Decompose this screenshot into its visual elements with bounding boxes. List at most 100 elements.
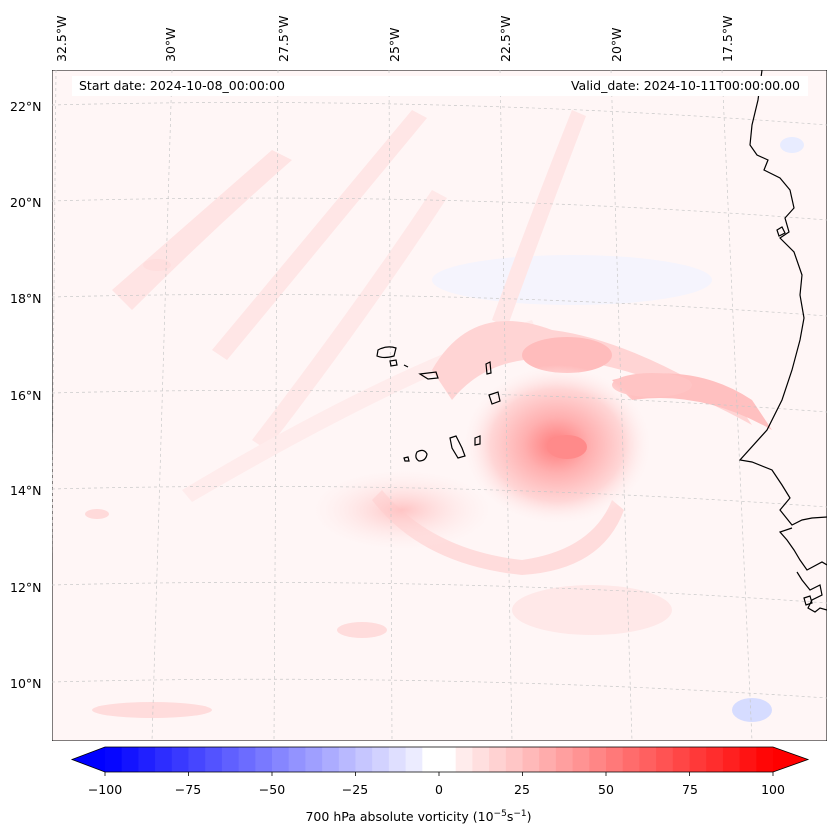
island-santa-luzia bbox=[403, 364, 409, 368]
colorbar-segment bbox=[689, 747, 707, 772]
parallel-gridline bbox=[52, 102, 827, 126]
colorbar-tick-0: 0 bbox=[435, 782, 443, 797]
meridian-gridline bbox=[388, 70, 393, 741]
colorbar-segment bbox=[388, 747, 407, 772]
colorbar-extend-max bbox=[773, 747, 808, 772]
lat-label-22n: 22°N bbox=[10, 99, 42, 114]
colorbar-segment bbox=[121, 747, 139, 772]
colorbar-segment bbox=[288, 747, 306, 772]
start-date-label: Start date: 2024-10-08_00:00:00 bbox=[79, 78, 285, 93]
parallel-gridline bbox=[52, 197, 827, 221]
island-santo-antao bbox=[376, 346, 397, 359]
lat-label-10n: 10°N bbox=[10, 676, 42, 691]
colorbar-segment bbox=[489, 747, 507, 772]
meridian-gridline bbox=[151, 70, 173, 741]
colorbar-segment bbox=[422, 747, 440, 772]
colorbar-segment bbox=[555, 747, 574, 772]
meridian-gridline bbox=[273, 70, 279, 741]
meridian-gridline bbox=[610, 70, 633, 741]
vorticity-patch bbox=[512, 585, 672, 635]
colorbar-segment bbox=[221, 747, 240, 772]
colorbar-tick-50: 50 bbox=[598, 782, 614, 797]
lat-label-14n: 14°N bbox=[10, 483, 42, 498]
vorticity-patch bbox=[143, 259, 171, 271]
colorbar-extend-min bbox=[72, 747, 105, 772]
colorbar-segment bbox=[322, 747, 340, 772]
colorbar bbox=[70, 746, 810, 776]
colorbar-tick-100: 100 bbox=[761, 782, 785, 797]
island-sao-nicolau bbox=[418, 371, 439, 380]
colorbar-segment bbox=[539, 747, 557, 772]
colorbar-segment bbox=[355, 747, 373, 772]
colorbar-tick-neg25: −25 bbox=[341, 782, 369, 797]
colorbar-segment bbox=[606, 747, 624, 772]
colorbar-segment bbox=[171, 747, 190, 772]
colorbar-segment bbox=[572, 747, 590, 772]
vorticity-max bbox=[522, 337, 612, 373]
colorbar-segment bbox=[622, 747, 640, 772]
vorticity-map bbox=[52, 70, 827, 741]
vorticity-max bbox=[612, 373, 692, 397]
colorbar-segment bbox=[722, 747, 741, 772]
africa-coastline bbox=[738, 70, 827, 613]
cape-verde-islands bbox=[376, 346, 501, 462]
parallel-gridline bbox=[52, 582, 827, 604]
lat-label-12n: 12°N bbox=[10, 580, 42, 595]
colorbar-segment bbox=[405, 747, 423, 772]
graticule bbox=[52, 70, 827, 741]
negative-vorticity-patch bbox=[732, 698, 772, 722]
island-sao-vicente bbox=[389, 359, 398, 367]
map-background bbox=[52, 70, 827, 741]
colorbar-segment bbox=[505, 747, 524, 772]
colorbar-segment bbox=[188, 747, 206, 772]
vortex-core bbox=[547, 435, 587, 459]
vorticity-band bbox=[372, 490, 624, 575]
colorbar-segment bbox=[372, 747, 390, 772]
colorbar-tick-neg50: −50 bbox=[258, 782, 286, 797]
vorticity-band bbox=[212, 110, 427, 360]
island-santiago bbox=[449, 435, 466, 459]
island-maio bbox=[474, 435, 481, 446]
colorbar-segment bbox=[238, 747, 256, 772]
colorbar-segment bbox=[672, 747, 691, 772]
colorbar-segment bbox=[205, 747, 223, 772]
colorbar-segment bbox=[338, 747, 357, 772]
valid-date-label: Valid_date: 2024-10-11T00:00:00.00 bbox=[570, 78, 800, 93]
colorbar-segment bbox=[706, 747, 724, 772]
vorticity-patch bbox=[85, 509, 109, 519]
lat-label-18n: 18°N bbox=[10, 291, 42, 306]
date-banner bbox=[72, 76, 808, 96]
vorticity-band bbox=[252, 190, 447, 450]
colorbar-segment bbox=[656, 747, 674, 772]
island-sal bbox=[485, 361, 492, 375]
colorbar-segment bbox=[756, 747, 774, 772]
parallel-gridline bbox=[52, 678, 827, 699]
colorbar-segment bbox=[455, 747, 473, 772]
colorbar-segment bbox=[522, 747, 540, 772]
colorbar-tick-75: 75 bbox=[682, 782, 698, 797]
colorbar-segment bbox=[472, 747, 490, 772]
vorticity-band bbox=[492, 110, 586, 328]
colorbar-tick-25: 25 bbox=[514, 782, 530, 797]
colorbar-segment bbox=[305, 747, 323, 772]
vorticity-patch bbox=[337, 622, 387, 638]
parallel-gridline bbox=[52, 486, 827, 508]
colorbar-tick-neg100: −100 bbox=[87, 782, 123, 797]
island-brava bbox=[403, 456, 410, 462]
island-fogo bbox=[415, 449, 428, 462]
meridian-gridline bbox=[721, 70, 753, 741]
colorbar-segment bbox=[155, 747, 173, 772]
parallel-gridline bbox=[52, 390, 827, 413]
colorbar-segment bbox=[589, 747, 607, 772]
meridian-gridline bbox=[499, 70, 513, 741]
vorticity-band bbox=[432, 321, 752, 425]
vorticity-patch bbox=[92, 702, 212, 718]
colorbar-segment bbox=[105, 747, 123, 772]
colorbar-segment bbox=[138, 747, 156, 772]
colorbar-segment bbox=[739, 747, 757, 772]
colorbar-label: 700 hPa absolute vorticity (10−5s−1) bbox=[305, 809, 532, 825]
lat-label-16n: 16°N bbox=[10, 388, 42, 403]
negative-vorticity-patch bbox=[432, 255, 712, 305]
island-boa-vista bbox=[488, 391, 501, 405]
colorbar-segment bbox=[272, 747, 290, 772]
